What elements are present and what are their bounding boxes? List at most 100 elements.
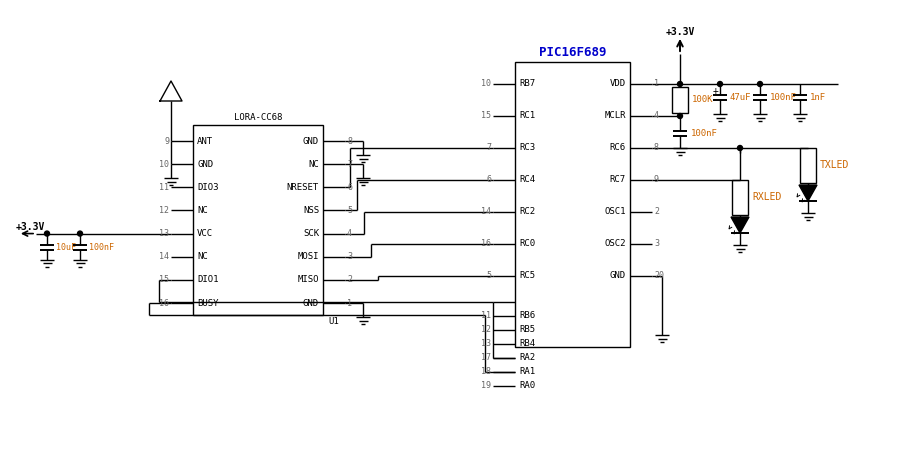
Text: OSC1: OSC1 [605,207,626,216]
Text: RXLED: RXLED [752,193,781,202]
Circle shape [757,81,762,86]
Text: RC3: RC3 [519,144,536,153]
Polygon shape [731,217,749,233]
Text: VDD: VDD [610,80,626,89]
Text: NC: NC [197,206,208,215]
Circle shape [718,81,722,86]
Text: 11: 11 [481,311,491,320]
Text: 13: 13 [481,339,491,348]
Text: 14: 14 [159,252,169,261]
Text: 3: 3 [347,252,352,261]
Text: 100nF: 100nF [691,130,718,139]
Text: DIO1: DIO1 [197,275,219,284]
Text: 100nF: 100nF [89,243,114,252]
Text: 5: 5 [486,271,491,280]
Text: 5: 5 [347,206,352,215]
Text: 100nF: 100nF [770,94,797,103]
Text: 7: 7 [347,160,352,169]
Text: 4: 4 [347,229,352,238]
Bar [732,180,748,215]
Text: NC: NC [309,160,319,169]
Text: NC: NC [197,252,208,261]
Text: GND: GND [303,298,319,307]
Text: RA2: RA2 [519,354,536,363]
Text: 9: 9 [164,136,169,145]
Text: 16: 16 [159,298,169,307]
Text: RC7: RC7 [610,176,626,184]
Text: 1: 1 [347,298,352,307]
Text: 14: 14 [481,207,491,216]
Text: NSS: NSS [303,206,319,215]
Circle shape [737,145,743,150]
Text: 19: 19 [481,382,491,391]
Text: 100K: 100K [692,95,713,104]
Bar [515,62,630,347]
Text: ANT: ANT [197,136,213,145]
Text: 12: 12 [159,206,169,215]
Circle shape [677,113,683,118]
Text: 8: 8 [347,136,352,145]
Text: U1: U1 [328,317,339,326]
Text: 2: 2 [347,275,352,284]
Text: RA0: RA0 [519,382,536,391]
Text: 7: 7 [486,144,491,153]
Text: +3.3V: +3.3V [666,27,694,37]
Text: RC5: RC5 [519,271,536,280]
Text: MCLR: MCLR [605,112,626,121]
Circle shape [77,231,83,236]
Text: RC2: RC2 [519,207,536,216]
Text: 13: 13 [159,229,169,238]
Text: GND: GND [197,160,213,169]
Text: GND: GND [303,136,319,145]
Polygon shape [799,185,817,201]
Text: 12: 12 [481,325,491,334]
Text: SCK: SCK [303,229,319,238]
Text: OSC2: OSC2 [605,239,626,248]
Text: 10: 10 [159,160,169,169]
Text: RB7: RB7 [519,80,536,89]
Text: RB5: RB5 [519,325,536,334]
Text: MISO: MISO [298,275,319,284]
Text: 15: 15 [481,112,491,121]
Text: VCC: VCC [197,229,213,238]
Text: LORA-CC68: LORA-CC68 [234,113,283,122]
Bar [800,148,816,183]
Text: 15: 15 [159,275,169,284]
Text: RC6: RC6 [610,144,626,153]
Circle shape [45,231,49,236]
Text: GND: GND [610,271,626,280]
Bar [672,87,688,113]
Text: RB4: RB4 [519,339,536,348]
Bar [193,125,323,315]
Text: DIO3: DIO3 [197,183,219,192]
Text: RB6: RB6 [519,311,536,320]
Circle shape [677,81,683,86]
Text: +3.3V: +3.3V [16,221,46,232]
Text: 1nF: 1nF [810,94,826,103]
Text: 8: 8 [654,144,659,153]
Text: MOSI: MOSI [298,252,319,261]
Text: 4: 4 [654,112,659,121]
Text: 3: 3 [654,239,659,248]
Text: 11: 11 [159,183,169,192]
Text: 16: 16 [481,239,491,248]
Text: 9: 9 [654,176,659,184]
Text: 10uF: 10uF [56,243,76,252]
Text: 17: 17 [481,354,491,363]
Text: TXLED: TXLED [820,161,849,171]
Text: BUSY: BUSY [197,298,219,307]
Text: 2: 2 [654,207,659,216]
Text: 18: 18 [481,368,491,377]
Text: 47uF: 47uF [730,94,752,103]
Text: RC1: RC1 [519,112,536,121]
Text: RA1: RA1 [519,368,536,377]
Text: 6: 6 [486,176,491,184]
Text: RC0: RC0 [519,239,536,248]
Text: 20: 20 [654,271,664,280]
Text: +: + [713,86,718,96]
Text: 6: 6 [347,183,352,192]
Text: NRESET: NRESET [287,183,319,192]
Text: PIC16F689: PIC16F689 [539,46,606,59]
Text: 10: 10 [481,80,491,89]
Text: RC4: RC4 [519,176,536,184]
